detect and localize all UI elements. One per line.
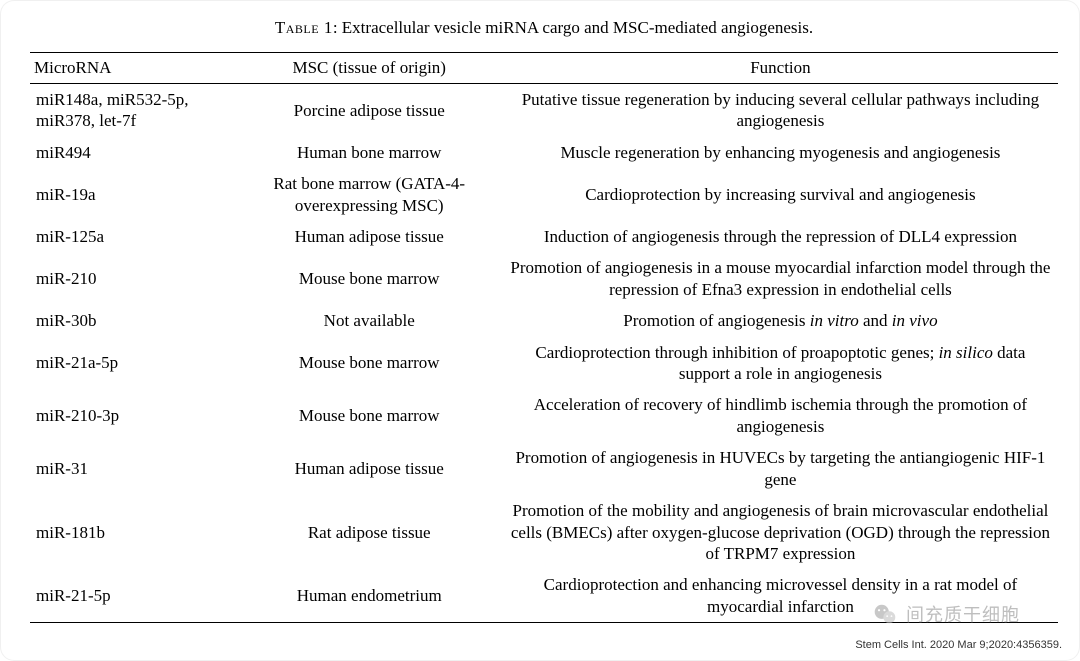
table-row: miR-125aHuman adipose tissueInduction of… — [30, 221, 1058, 252]
cell-msc: Not available — [236, 305, 503, 336]
table-row: miR-21a-5pMouse bone marrowCardioprotect… — [30, 337, 1058, 390]
cell-function: Promotion of angiogenesis in HUVECs by t… — [503, 442, 1058, 495]
cell-msc: Human bone marrow — [236, 137, 503, 168]
caption-label: Table 1 — [275, 18, 333, 37]
table-caption: Table 1: Extracellular vesicle miRNA car… — [30, 18, 1058, 38]
page: Table 1: Extracellular vesicle miRNA car… — [0, 0, 1080, 641]
cell-microrna: miR494 — [30, 137, 236, 168]
cell-function: Cardioprotection through inhibition of p… — [503, 337, 1058, 390]
cell-function: Cardioprotection and enhancing microvess… — [503, 569, 1058, 622]
header-microrna: MicroRNA — [30, 53, 236, 84]
table-row: miR-181bRat adipose tissuePromotion of t… — [30, 495, 1058, 569]
cell-microrna: miR-21a-5p — [30, 337, 236, 390]
header-function: Function — [503, 53, 1058, 84]
mirna-table: MicroRNA MSC (tissue of origin) Function… — [30, 52, 1058, 623]
cell-msc: Porcine adipose tissue — [236, 84, 503, 137]
cell-microrna: miR-181b — [30, 495, 236, 569]
cell-microrna: miR-210 — [30, 252, 236, 305]
table-row: miR494Human bone marrowMuscle regenerati… — [30, 137, 1058, 168]
cell-msc: Human adipose tissue — [236, 442, 503, 495]
citation: Stem Cells Int. 2020 Mar 9;2020:4356359. — [855, 639, 1062, 651]
cell-function: Putative tissue regeneration by inducing… — [503, 84, 1058, 137]
cell-function: Promotion of angiogenesis in a mouse myo… — [503, 252, 1058, 305]
table-row: miR-19aRat bone marrow (GATA-4-overexpre… — [30, 168, 1058, 221]
table-row: miR-31Human adipose tissuePromotion of a… — [30, 442, 1058, 495]
cell-function: Promotion of angiogenesis in vitro and i… — [503, 305, 1058, 336]
table-header-row: MicroRNA MSC (tissue of origin) Function — [30, 53, 1058, 84]
cell-microrna: miR-21-5p — [30, 569, 236, 622]
caption-text: : Extracellular vesicle miRNA cargo and … — [333, 18, 813, 37]
cell-msc: Mouse bone marrow — [236, 337, 503, 390]
table-row: miR148a, miR532-5p, miR378, let-7fPorcin… — [30, 84, 1058, 137]
table-row: miR-21-5pHuman endometriumCardioprotecti… — [30, 569, 1058, 622]
cell-microrna: miR-19a — [30, 168, 236, 221]
cell-msc: Mouse bone marrow — [236, 389, 503, 442]
cell-microrna: miR-125a — [30, 221, 236, 252]
table-body: miR148a, miR532-5p, miR378, let-7fPorcin… — [30, 84, 1058, 623]
table-row: miR-210-3pMouse bone marrowAcceleration … — [30, 389, 1058, 442]
cell-microrna: miR-30b — [30, 305, 236, 336]
table-row: miR-210Mouse bone marrowPromotion of ang… — [30, 252, 1058, 305]
cell-microrna: miR148a, miR532-5p, miR378, let-7f — [30, 84, 236, 137]
cell-function: Muscle regeneration by enhancing myogene… — [503, 137, 1058, 168]
cell-msc: Mouse bone marrow — [236, 252, 503, 305]
cell-function: Promotion of the mobility and angiogenes… — [503, 495, 1058, 569]
cell-microrna: miR-210-3p — [30, 389, 236, 442]
cell-msc: Human adipose tissue — [236, 221, 503, 252]
cell-function: Acceleration of recovery of hindlimb isc… — [503, 389, 1058, 442]
cell-function: Induction of angiogenesis through the re… — [503, 221, 1058, 252]
header-msc: MSC (tissue of origin) — [236, 53, 503, 84]
table-row: miR-30bNot availablePromotion of angioge… — [30, 305, 1058, 336]
cell-msc: Rat adipose tissue — [236, 495, 503, 569]
cell-msc: Rat bone marrow (GATA-4-overexpressing M… — [236, 168, 503, 221]
cell-function: Cardioprotection by increasing survival … — [503, 168, 1058, 221]
cell-microrna: miR-31 — [30, 442, 236, 495]
cell-msc: Human endometrium — [236, 569, 503, 622]
